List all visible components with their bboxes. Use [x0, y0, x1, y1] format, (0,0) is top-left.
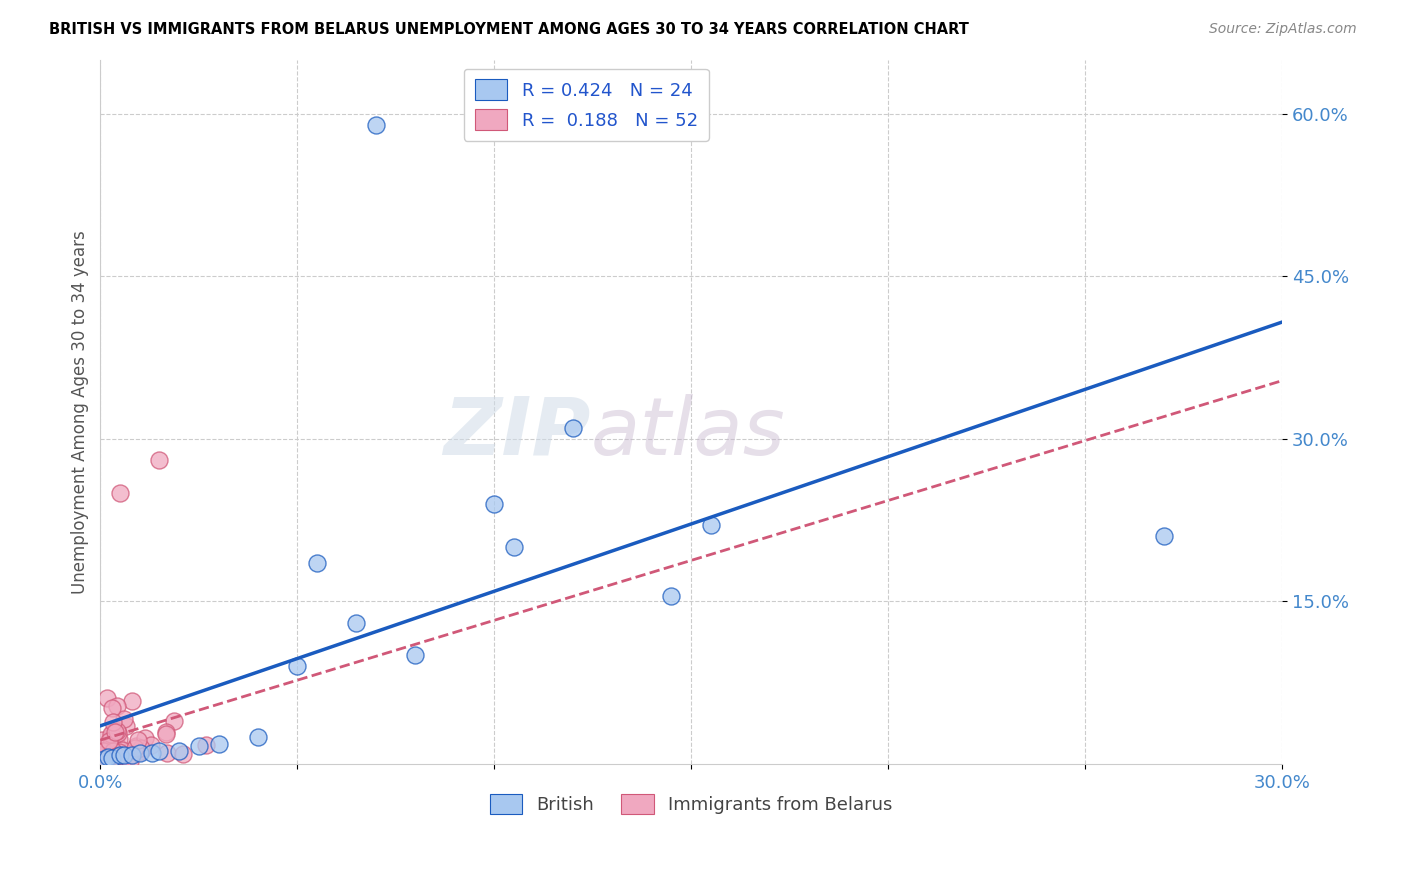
Point [120, 747, 142, 761]
Point [112, 748, 135, 763]
Point [194, 738, 217, 752]
Point [108, 745, 131, 759]
Legend: British, Immigrants from Belarus: British, Immigrants from Belarus [479, 782, 904, 825]
Point [93, 743, 115, 757]
Point [562, 421, 585, 435]
Point [96, 690, 118, 705]
Point [97, 749, 120, 764]
Point [364, 118, 387, 132]
Point [121, 748, 143, 763]
Point [344, 615, 367, 630]
Point [148, 453, 170, 467]
Point [305, 557, 328, 571]
Point [114, 719, 136, 733]
Point [187, 739, 209, 754]
Point [111, 755, 134, 769]
Point [484, 497, 506, 511]
Point [172, 747, 194, 762]
Point [107, 748, 129, 763]
Point [110, 752, 132, 766]
Point [125, 739, 148, 754]
Point [155, 727, 177, 741]
Point [148, 744, 170, 758]
Point [700, 518, 723, 533]
Point [104, 724, 127, 739]
Point [121, 693, 143, 707]
Point [404, 648, 426, 663]
Point [131, 742, 153, 756]
Point [98, 734, 121, 748]
Point [155, 725, 177, 739]
Point [128, 746, 150, 760]
Point [91, 732, 114, 747]
Point [91, 744, 114, 758]
Text: Source: ZipAtlas.com: Source: ZipAtlas.com [1209, 22, 1357, 37]
Text: atlas: atlas [591, 394, 786, 472]
Point [1153, 529, 1175, 543]
Point [105, 749, 128, 764]
Point [141, 746, 163, 760]
Point [91, 749, 114, 764]
Point [207, 737, 229, 751]
Point [661, 589, 683, 603]
Text: BRITISH VS IMMIGRANTS FROM BELARUS UNEMPLOYMENT AMONG AGES 30 TO 34 YEARS CORREL: BRITISH VS IMMIGRANTS FROM BELARUS UNEMP… [49, 22, 969, 37]
Point [101, 724, 124, 739]
Point [101, 715, 124, 730]
Point [167, 744, 190, 758]
Point [101, 751, 124, 765]
Point [285, 659, 308, 673]
Point [503, 540, 526, 554]
Point [139, 739, 162, 753]
Point [93, 752, 115, 766]
Point [108, 731, 131, 746]
Point [105, 736, 128, 750]
Point [118, 754, 141, 768]
Point [97, 750, 120, 764]
Point [246, 730, 269, 744]
Text: ZIP: ZIP [443, 394, 591, 472]
Point [94, 753, 117, 767]
Point [129, 741, 152, 756]
Point [105, 698, 128, 713]
Y-axis label: Unemployment Among Ages 30 to 34 years: Unemployment Among Ages 30 to 34 years [72, 230, 89, 593]
Point [101, 701, 124, 715]
Point [100, 726, 122, 740]
Point [134, 731, 156, 745]
Point [98, 739, 121, 753]
Point [163, 714, 186, 728]
Point [108, 748, 131, 763]
Point [108, 486, 131, 500]
Point [103, 755, 125, 769]
Point [105, 724, 128, 739]
Point [128, 746, 150, 760]
Point [91, 746, 114, 760]
Point [111, 743, 134, 757]
Point [108, 753, 131, 767]
Point [127, 732, 149, 747]
Point [96, 753, 118, 767]
Point [107, 726, 129, 740]
Point [103, 744, 125, 758]
Point [98, 741, 121, 756]
Point [112, 712, 135, 726]
Point [156, 746, 179, 760]
Point [124, 741, 146, 756]
